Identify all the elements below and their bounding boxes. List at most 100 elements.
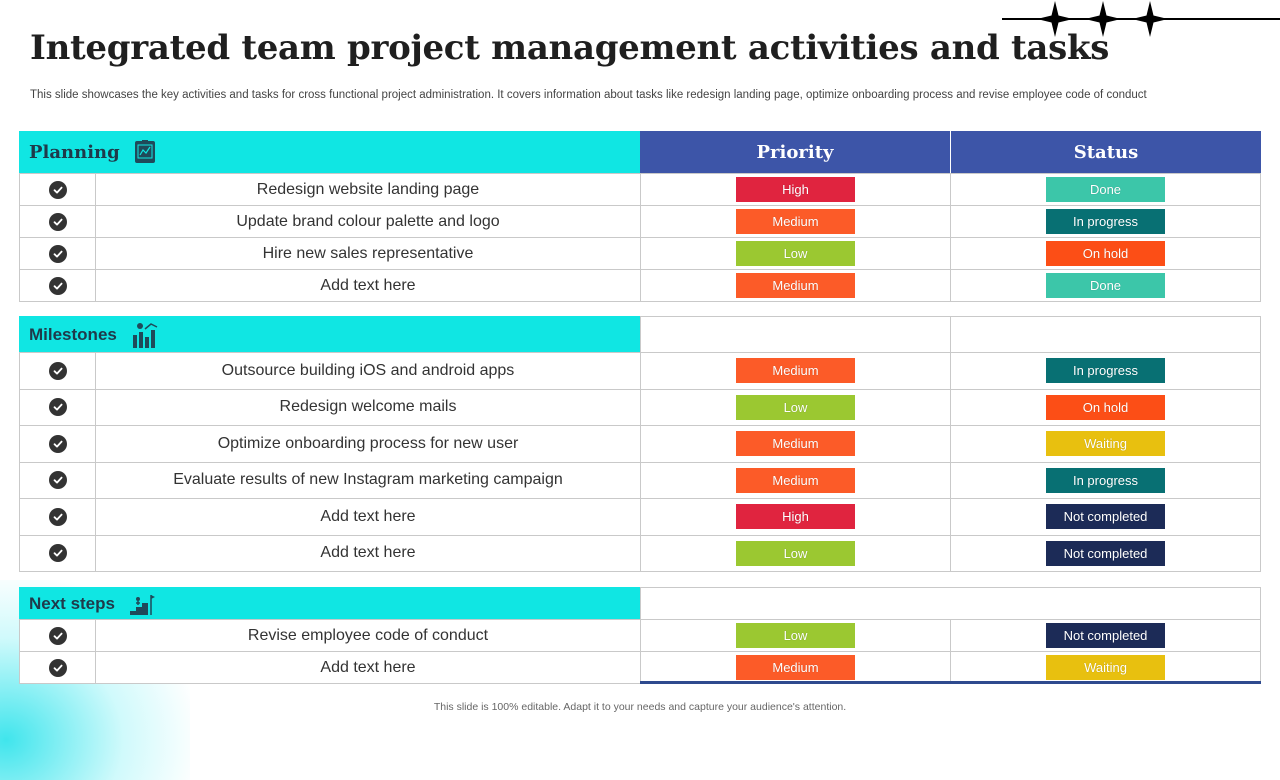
task-label: Revise employee code of conduct [247, 626, 489, 644]
priority-badge: Low [736, 623, 855, 648]
table-bottom-border [640, 681, 1261, 684]
priority-badge: Low [736, 394, 855, 420]
check-cell [19, 205, 96, 238]
task-cell: Add text here [95, 269, 641, 302]
status-badge: In progress [1046, 209, 1165, 234]
table-row: Update brand colour palette and logo Medi… [19, 205, 1261, 238]
table-row: Optimize onboarding process for new user… [19, 425, 1261, 463]
table-row: Redesign website landing page High Done [19, 173, 1261, 206]
check-circle-icon [48, 212, 67, 231]
table-row: Evaluate results of new Instagram market… [19, 461, 1261, 499]
task-label: Add text here [320, 276, 416, 294]
check-circle-icon [48, 434, 67, 453]
task-cell: Outsource building iOS and android apps [95, 352, 641, 390]
table-row: Revise employee code of conduct Low Not co… [19, 619, 1261, 652]
check-circle-icon [48, 471, 67, 490]
status-badge: Waiting [1046, 655, 1165, 680]
check-cell [19, 534, 96, 572]
priority-cell: Medium [640, 269, 951, 302]
task-label: Add text here [320, 544, 416, 562]
priority-cell: Low [640, 388, 951, 426]
status-badge: In progress [1046, 467, 1165, 493]
status-cell: On hold [950, 388, 1261, 426]
page-title: Integrated team project management activ… [30, 28, 1110, 68]
check-circle-icon [48, 398, 67, 417]
section-title: Next steps [29, 593, 115, 613]
task-cell: Add text here [95, 651, 641, 684]
task-label: Add text here [320, 507, 416, 525]
section-header-blank [640, 587, 1261, 620]
table-row: Add text here High Not completed [19, 498, 1261, 536]
section-title: Milestones [29, 324, 117, 344]
task-label: Add text here [320, 658, 416, 676]
priority-badge: Low [736, 241, 855, 266]
check-circle-icon [48, 361, 67, 380]
status-cell: Not completed [950, 498, 1261, 536]
priority-column-header: Priority [640, 131, 950, 173]
task-label: Redesign welcome mails [279, 398, 457, 416]
section-header: Planning [19, 131, 640, 173]
climbing-steps-icon [129, 592, 155, 616]
priority-badge: Low [736, 540, 855, 566]
priority-badge: Medium [736, 467, 855, 493]
check-circle-icon [48, 658, 67, 677]
task-label: Update brand colour palette and logo [236, 212, 500, 230]
task-cell: Hire new sales representative [95, 237, 641, 270]
page-subtitle: This slide showcases the key activities … [30, 89, 1147, 101]
task-cell: Optimize onboarding process for new user [95, 425, 641, 463]
priority-cell: Medium [640, 425, 951, 463]
status-column-header: Status [951, 131, 1261, 173]
status-cell: In progress [950, 461, 1261, 499]
priority-cell: Low [640, 237, 951, 270]
task-label: Optimize onboarding process for new user [217, 434, 519, 452]
table-row: Add text here Medium Done [19, 269, 1261, 302]
task-cell: Redesign website landing page [95, 173, 641, 206]
sparkle-line-decoration [1002, 1, 1280, 37]
status-cell: Waiting [950, 651, 1261, 684]
task-label: Evaluate results of new Instagram market… [173, 471, 563, 489]
priority-cell: Low [640, 619, 951, 652]
status-cell: Done [950, 173, 1261, 206]
task-cell: Evaluate results of new Instagram market… [95, 461, 641, 499]
check-circle-icon [48, 626, 67, 645]
status-cell: In progress [950, 352, 1261, 390]
status-badge: In progress [1046, 358, 1165, 384]
status-badge: On hold [1046, 241, 1165, 266]
section-next-steps: Next steps Revise employee code of condu… [19, 587, 1261, 684]
check-cell [19, 173, 96, 206]
task-cell: Revise employee code of conduct [95, 619, 641, 652]
table-row: Add text here Low Not completed [19, 534, 1261, 572]
check-circle-icon [48, 507, 67, 526]
check-cell [19, 269, 96, 302]
footer-note: This slide is 100% editable. Adapt it to… [433, 701, 847, 713]
table-row: Redesign welcome mails Low On hold [19, 388, 1261, 426]
task-cell: Update brand colour palette and logo [95, 205, 641, 238]
status-badge: Not completed [1046, 504, 1165, 530]
priority-badge: Medium [736, 273, 855, 298]
check-cell [19, 425, 96, 463]
check-cell [19, 651, 96, 684]
status-badge: On hold [1046, 394, 1165, 420]
priority-cell: High [640, 498, 951, 536]
check-cell [19, 498, 96, 536]
section-milestones: Milestones Outsource building iOS and an… [19, 316, 1261, 572]
priority-cell: Medium [640, 205, 951, 238]
status-badge: Not completed [1046, 623, 1165, 648]
section-planning: Planning Priority Status Redesign websit… [19, 131, 1261, 302]
check-circle-icon [48, 244, 67, 263]
status-badge: Done [1046, 273, 1165, 298]
task-cell: Redesign welcome mails [95, 388, 641, 426]
section-header: Milestones [19, 316, 640, 353]
status-column-header-blank [950, 316, 1261, 353]
status-cell: Not completed [950, 619, 1261, 652]
section-header: Next steps [19, 587, 640, 620]
table-row: Outsource building iOS and android apps M… [19, 352, 1261, 390]
priority-cell: Medium [640, 352, 951, 390]
status-cell: Not completed [950, 534, 1261, 572]
planning-board-icon [134, 140, 156, 164]
priority-cell: High [640, 173, 951, 206]
priority-cell: Medium [640, 461, 951, 499]
priority-column-header-blank [640, 316, 951, 353]
status-cell: Done [950, 269, 1261, 302]
priority-badge: High [736, 177, 855, 202]
